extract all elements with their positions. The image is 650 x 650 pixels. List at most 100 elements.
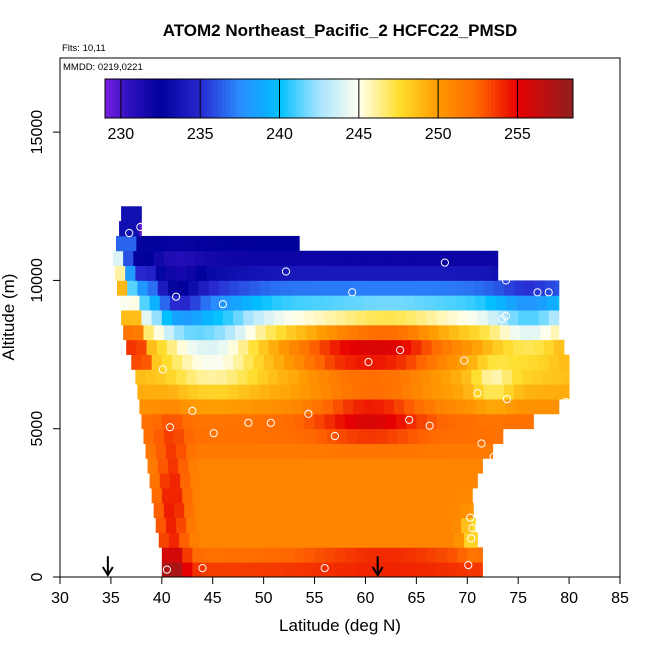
- heatmap-cell: [453, 280, 464, 296]
- heatmap-cell: [406, 547, 417, 563]
- heatmap-cell: [192, 562, 203, 578]
- heatmap-cell: [192, 413, 203, 430]
- heatmap-cell: [483, 384, 495, 400]
- colorbar-cell: [518, 79, 523, 118]
- heatmap-cell: [426, 354, 438, 370]
- heatmap-cell: [302, 295, 313, 311]
- colorbar-cell: [253, 79, 258, 118]
- heatmap-cell: [145, 265, 157, 281]
- heatmap-cell: [178, 458, 189, 474]
- colorbar-cell: [116, 79, 122, 118]
- heatmap-cell: [251, 399, 262, 415]
- heatmap-cell: [471, 265, 482, 281]
- heatmap-cell: [422, 280, 434, 296]
- heatmap-cell: [379, 265, 391, 281]
- heatmap-cell: [197, 339, 209, 355]
- heatmap-cell: [438, 428, 450, 444]
- heatmap-cell: [404, 399, 415, 415]
- heatmap-cell: [161, 488, 173, 504]
- heatmap-cell: [190, 473, 201, 489]
- heatmap-cell: [116, 235, 127, 252]
- colorbar-cell: [163, 79, 168, 118]
- heatmap-cell: [321, 532, 333, 548]
- heatmap-cell: [298, 443, 309, 459]
- heatmap-cell: [363, 473, 374, 489]
- heatmap-cell: [188, 280, 199, 296]
- heatmap-cell: [459, 324, 470, 341]
- heatmap-cell: [304, 488, 315, 504]
- heatmap-cell: [457, 354, 468, 370]
- heatmap-cell: [440, 369, 452, 385]
- colorbar-cell: [354, 79, 359, 118]
- heatmap-cell: [212, 310, 224, 326]
- colorbar-cell: [241, 79, 246, 118]
- heatmap-cell: [365, 413, 377, 430]
- heatmap-cell: [373, 399, 385, 415]
- heatmap-cell: [196, 369, 208, 385]
- heatmap-cell: [345, 488, 356, 504]
- heatmap-cells: [112, 206, 570, 578]
- colorbar-cell: [140, 79, 145, 118]
- colorbar-cell: [545, 79, 551, 118]
- colorbar-cell: [202, 79, 207, 118]
- heatmap-cell: [229, 280, 240, 296]
- heatmap-cell: [389, 369, 401, 385]
- colorbar-cell: [339, 79, 344, 118]
- heatmap-cell: [434, 473, 446, 489]
- heatmap-cell: [410, 369, 421, 385]
- heatmap-cell: [219, 532, 231, 548]
- heatmap-cell: [475, 473, 478, 489]
- heatmap-cell: [489, 428, 501, 444]
- heatmap-cell: [147, 458, 159, 474]
- heatmap-cell: [369, 443, 381, 459]
- heatmap-cell: [334, 354, 346, 370]
- heatmap-cell: [430, 265, 442, 281]
- colorbar: 230 235 240 245 250 255: [104, 78, 574, 143]
- heatmap-cell: [228, 339, 239, 355]
- colorbar-cell: [288, 79, 293, 118]
- heatmap-cell: [381, 384, 393, 400]
- colorbar-cell: [420, 79, 426, 118]
- colorbar-cell: [144, 79, 149, 118]
- heatmap-cell: [200, 399, 212, 415]
- plot-frame: [59, 57, 621, 578]
- heatmap-cell: [206, 443, 218, 459]
- heatmap-cell: [243, 547, 254, 563]
- heatmap-cell: [446, 354, 458, 370]
- heatmap-cell: [182, 547, 193, 563]
- colorbar-cell: [346, 79, 352, 118]
- heatmap-cell: [119, 221, 130, 237]
- heatmap-cell: [322, 295, 334, 311]
- y-tick-label: 15000: [29, 110, 46, 155]
- heatmap-cell: [308, 443, 320, 459]
- heatmap-cell: [362, 532, 373, 548]
- heatmap-cell: [320, 384, 332, 400]
- heatmap-cell: [440, 517, 452, 533]
- colorbar-tick-label: 230: [108, 126, 135, 143]
- heatmap-cell: [365, 354, 377, 370]
- colorbar-cell: [522, 79, 527, 118]
- heatmap-cell: [489, 324, 501, 341]
- heatmap-cell: [166, 235, 178, 252]
- sample-point: [561, 397, 571, 407]
- heatmap-cell: [292, 473, 303, 489]
- heatmap-cell: [267, 443, 279, 459]
- sample-point: [489, 452, 498, 461]
- heatmap-cell: [222, 310, 234, 326]
- heatmap-cell: [352, 532, 363, 548]
- colorbar-tick-label: 250: [425, 126, 452, 143]
- sample-point: [464, 561, 473, 570]
- sample-points: [125, 222, 571, 574]
- heatmap-cell: [469, 428, 480, 444]
- heatmap-cell: [316, 428, 328, 444]
- heatmap-cell: [463, 458, 474, 474]
- heatmap-cell: [324, 488, 336, 504]
- heatmap-cell: [357, 502, 368, 519]
- heatmap-cell: [133, 250, 144, 266]
- heatmap-cell: [260, 532, 272, 548]
- heatmap-cell: [210, 399, 222, 415]
- heatmap-cell: [241, 295, 252, 311]
- heatmap-cell: [298, 369, 309, 385]
- heatmap-cell: [316, 250, 328, 266]
- heatmap-cell: [406, 354, 417, 370]
